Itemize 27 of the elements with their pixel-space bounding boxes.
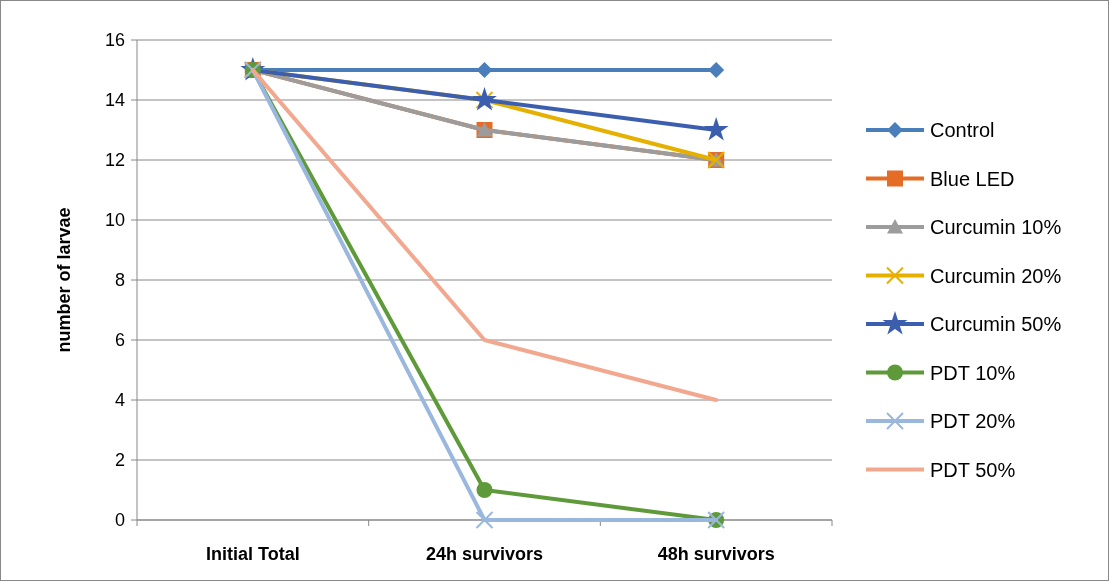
legend-label: Blue LED [930,167,1015,190]
y-tick-label: 2 [114,450,125,471]
point [475,511,494,529]
point [703,116,729,141]
x-tick-label: 48h survivors [657,544,775,564]
legend-label: Curcumin 20% [930,264,1062,287]
y-tick-label: 10 [104,210,125,231]
legend-label: Curcumin 50% [930,313,1062,335]
point [476,482,493,498]
y-tick-label: 0 [114,510,125,531]
y-tick-label: 4 [114,390,125,411]
point [708,62,725,78]
y-axis-title: number of larvae [54,207,74,353]
y-tick-label: 6 [114,330,125,351]
y-tick-label: 16 [104,30,125,51]
x-tick-label: 24h survivors [425,544,544,564]
point [472,86,497,111]
x-tick-label: Initial Total [206,544,300,564]
point [476,62,493,78]
y-tick-label: 12 [104,150,125,171]
legend-label: PDT 10% [930,361,1016,384]
legend-label: PDT 50% [930,458,1016,481]
y-tick-label: 8 [114,270,125,291]
legend-label: PDT 20% [930,410,1016,432]
legend-label: Curcumin 10% [930,216,1062,238]
legend-label: Control [930,119,995,141]
y-tick-label: 14 [104,90,125,111]
